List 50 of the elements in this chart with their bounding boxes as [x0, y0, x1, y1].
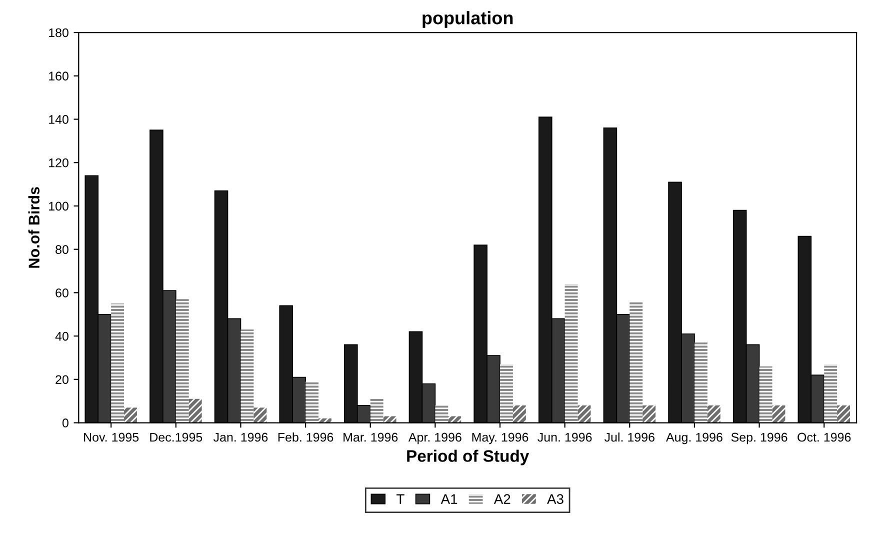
- bar: [512, 405, 526, 423]
- bar: [642, 405, 656, 423]
- bar: [240, 330, 254, 423]
- x-tick-label: Apr. 1996: [408, 432, 462, 444]
- bar: [564, 284, 578, 423]
- y-tick-label: 160: [49, 72, 68, 81]
- legend-label: A2: [494, 494, 510, 504]
- x-tick-label: Jan. 1996: [213, 432, 268, 442]
- legend-label: T: [396, 494, 404, 504]
- bar: [630, 301, 643, 423]
- x-tick-label: Dec.1995: [150, 432, 202, 442]
- x-tick-label: Sep. 1996: [731, 432, 788, 444]
- bar: [500, 364, 513, 423]
- y-tick-label: 80: [56, 245, 68, 254]
- y-tick-label: 140: [49, 115, 68, 124]
- x-tick-label: Jun. 1996: [538, 432, 592, 442]
- x-tick-label: Mar. 1996: [344, 432, 398, 442]
- bar: [759, 366, 772, 423]
- x-tick-label: May. 1996: [472, 432, 528, 444]
- chart-title: population: [422, 11, 513, 28]
- bar: [694, 342, 708, 423]
- y-tick-label: 120: [49, 158, 68, 168]
- x-tick-label: Oct. 1996: [798, 432, 851, 442]
- bar: [707, 405, 720, 423]
- bar: [772, 405, 786, 423]
- bar: [188, 398, 202, 423]
- legend-label: A3: [547, 494, 564, 504]
- y-axis-title: No.of Birds: [28, 187, 40, 268]
- x-tick-label: Jul. 1996: [604, 432, 654, 442]
- bar: [306, 382, 318, 423]
- x-tick-label: Aug. 1996: [666, 432, 722, 444]
- y-tick-label: 0: [62, 418, 68, 428]
- bar: [824, 364, 838, 423]
- bar: [111, 304, 124, 423]
- bar: [254, 408, 267, 423]
- y-tick-label: 180: [49, 28, 68, 38]
- bar: [435, 405, 448, 423]
- bar: [578, 405, 591, 423]
- bar: [370, 398, 384, 423]
- legend-label: A1: [440, 494, 458, 504]
- x-tick-label: Feb. 1996: [278, 432, 334, 442]
- y-tick-label: 40: [55, 332, 68, 341]
- bar: [176, 299, 189, 423]
- y-tick-label: 60: [56, 288, 68, 298]
- x-tick-label: Nov. 1995: [84, 432, 139, 442]
- bar: [837, 405, 850, 423]
- x-axis-title: Period of Study: [407, 450, 530, 466]
- y-tick-label: 100: [49, 202, 68, 211]
- bar: [124, 408, 137, 423]
- y-tick-label: 20: [56, 375, 68, 384]
